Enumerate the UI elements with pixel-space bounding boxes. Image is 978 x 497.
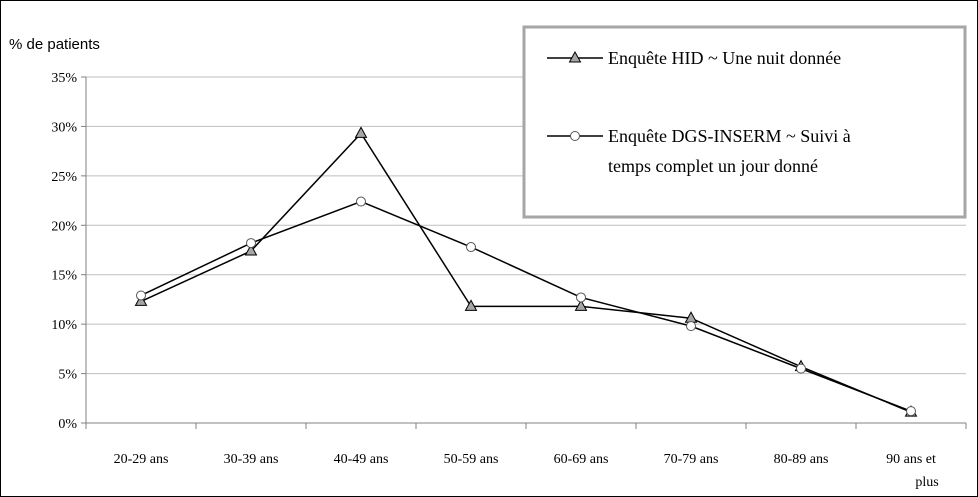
x-tick-label: 80-89 ans: [774, 452, 829, 467]
data-point-triangle: [354, 126, 368, 138]
series-layer: [134, 126, 918, 417]
y-tick-label: 10%: [51, 318, 77, 333]
legend-label: Enquête HID ~ Une nuit donnée: [608, 48, 841, 68]
x-tick-label: 30-39 ans: [224, 452, 279, 467]
data-point-triangle: [244, 243, 258, 256]
data-point-circle: [576, 292, 586, 303]
legend: Enquête HID ~ Une nuit donnée Enquête DGS…: [522, 25, 967, 219]
axes: [81, 76, 967, 429]
x-tick-label: 60-69 ans: [554, 452, 609, 467]
data-point-circle: [356, 196, 366, 207]
y-tick-label: 30%: [51, 120, 77, 135]
data-point-circle: [686, 321, 696, 332]
x-tick-label: plus: [915, 475, 938, 490]
series-line-0: [140, 132, 912, 413]
y-tick-labels: 0% 5% 10% 15% 20% 25% 30% 35%: [51, 71, 77, 432]
legend-label: Enquête DGS-INSERM ~ Suivi à: [608, 126, 851, 146]
y-tick-label: 15%: [51, 269, 77, 284]
legend-marker-circle: [570, 131, 580, 141]
y-tick-label: 25%: [51, 170, 77, 185]
data-point-circle: [246, 238, 256, 249]
legend-label: temps complet un jour donné: [608, 156, 818, 176]
data-point-circle: [136, 290, 146, 301]
data-point-triangle: [574, 299, 588, 311]
y-tick-label: 20%: [51, 219, 77, 234]
x-tick-label: 90 ans et: [886, 452, 936, 467]
y-axis-title: % de patients: [9, 36, 100, 53]
y-tick-label: 5%: [58, 368, 77, 383]
x-tick-label: 20-29 ans: [114, 452, 169, 467]
data-point-circle: [796, 363, 806, 374]
x-tick-label: 50-59 ans: [444, 452, 499, 467]
data-point-circle: [466, 242, 476, 253]
x-tick-label: 70-79 ans: [664, 452, 719, 467]
y-tick-label: 35%: [51, 71, 77, 86]
data-point-circle: [906, 406, 916, 417]
x-tick-labels: 20-29 ans 30-39 ans 40-49 ans 50-59 ans 60-6…: [114, 452, 939, 490]
x-tick-label: 40-49 ans: [334, 452, 389, 467]
data-point-triangle: [464, 299, 478, 311]
series-line-1: [140, 200, 912, 412]
y-tick-label: 0%: [58, 417, 77, 432]
legend-marker-triangle: [568, 50, 582, 63]
